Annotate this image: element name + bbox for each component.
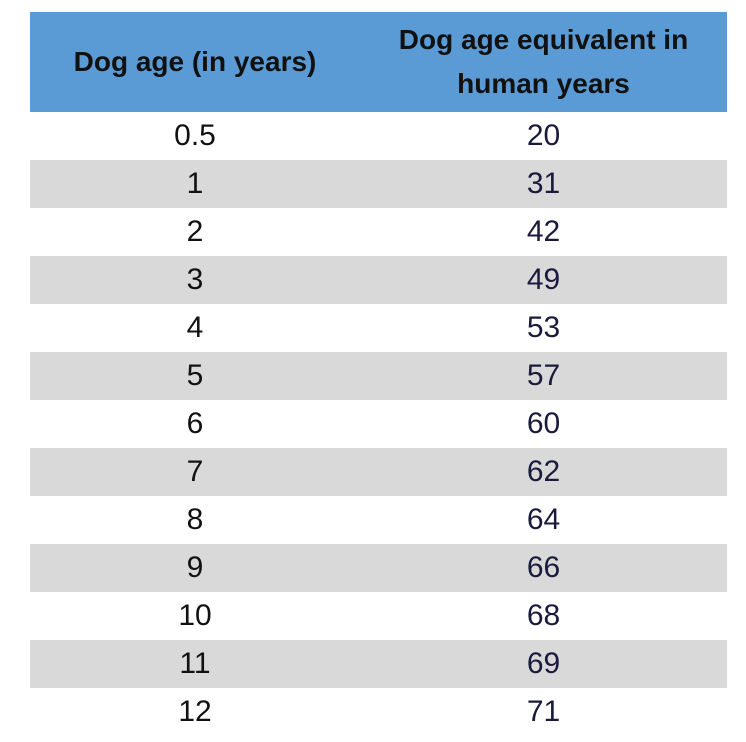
human-age-cell: 53: [526, 311, 561, 344]
table-row: 3 49: [30, 256, 727, 304]
table-row: 7 62: [30, 448, 727, 496]
header-row: Dog age (in years) Dog age equivalent in…: [30, 12, 727, 112]
table-row: 11 69: [30, 640, 727, 688]
human-age-cell: 64: [526, 503, 561, 536]
table-row: 9 66: [30, 544, 727, 592]
table-row: 12 71: [30, 688, 727, 736]
table-row: 2 42: [30, 208, 727, 256]
dog-age-cell: 7: [30, 448, 360, 496]
dog-age-cell: 1: [30, 160, 360, 208]
header-cell: Dog age equivalent in human years: [360, 12, 727, 112]
human-age-cell: 66: [360, 544, 727, 592]
table-header: Dog age (in years) Dog age equivalent in…: [30, 12, 727, 112]
table-body: 0.5 20 1 31 2 42 3 49 4 53 5 57 6 60 7 62 8 64 9 66 10 68 11 69…: [30, 112, 727, 736]
human-age-cell: 49: [360, 256, 727, 304]
human-age-cell: 69: [360, 640, 727, 688]
table-row: 1 31: [30, 160, 727, 208]
table-row: 10 68: [30, 592, 727, 640]
dog-age-cell: 2: [186, 215, 204, 248]
dog-age-cell: 3: [30, 256, 360, 304]
table-row: 5 57: [30, 352, 727, 400]
dog-age-cell: 8: [186, 503, 204, 536]
human-age-cell: 42: [526, 215, 561, 248]
dog-age-table: Dog age (in years) Dog age equivalent in…: [30, 12, 727, 736]
dog-age-cell: 4: [186, 311, 204, 344]
dog-age-cell: 12: [178, 695, 212, 728]
dog-age-cell: 6: [186, 407, 204, 440]
table-row: 0.5 20: [30, 112, 727, 160]
human-age-cell: 31: [360, 160, 727, 208]
dog-age-cell: 5: [30, 352, 360, 400]
human-age-cell: 57: [360, 352, 727, 400]
header-cell: Dog age (in years): [30, 12, 360, 112]
dog-age-cell: 9: [30, 544, 360, 592]
dog-age-cell: 0.5: [174, 119, 216, 152]
table-row: 8 64: [30, 496, 727, 544]
human-age-cell: 62: [360, 448, 727, 496]
table-row: 4 53: [30, 304, 727, 352]
human-age-cell: 71: [526, 695, 561, 728]
human-age-cell: 60: [526, 407, 561, 440]
table-row: 6 60: [30, 400, 727, 448]
human-age-cell: 20: [526, 119, 561, 152]
dog-age-cell: 11: [30, 640, 360, 688]
dog-age-cell: 10: [178, 599, 212, 632]
human-age-cell: 68: [526, 599, 561, 632]
